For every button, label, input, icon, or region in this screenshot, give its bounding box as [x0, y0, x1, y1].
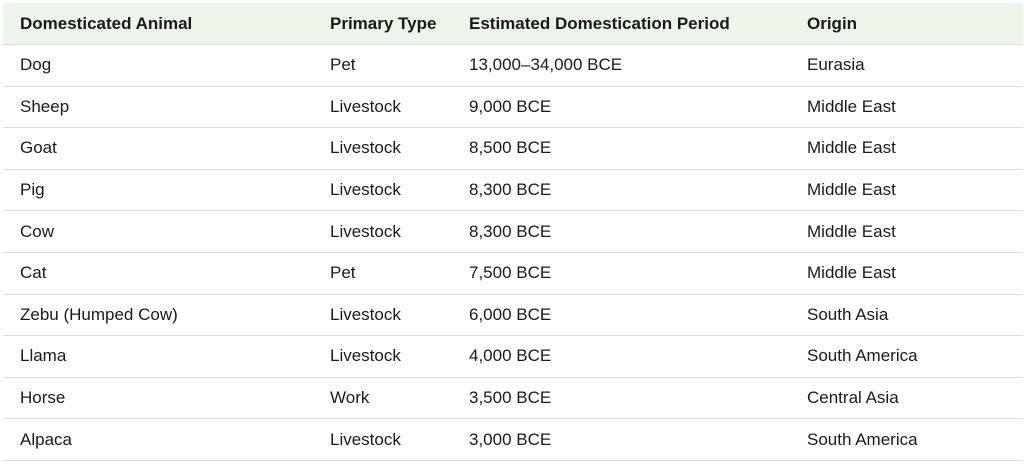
cell-period: 8,300 BCE [452, 210, 790, 253]
cell-origin: South Asia [790, 294, 1023, 337]
cell-type: Work [313, 377, 452, 420]
cell-animal: Alpaca [3, 418, 313, 461]
cell-animal: Horse [3, 377, 313, 420]
cell-origin: Middle East [790, 127, 1023, 170]
table-row: Cow Livestock 8,300 BCE Middle East [3, 210, 1023, 253]
cell-type: Pet [313, 44, 452, 87]
header-row: Domesticated Animal Primary Type Estimat… [3, 3, 1023, 45]
cell-type: Livestock [313, 127, 452, 170]
cell-origin: Central Asia [790, 377, 1023, 420]
cell-origin: Middle East [790, 210, 1023, 253]
table-row: Dog Pet 13,000–34,000 BCE Eurasia [3, 44, 1023, 87]
cell-period: 9,000 BCE [452, 86, 790, 129]
table-row: Goat Livestock 8,500 BCE Middle East [3, 127, 1023, 170]
cell-animal: Pig [3, 169, 313, 212]
cell-origin: Middle East [790, 252, 1023, 295]
cell-origin: Middle East [790, 86, 1023, 129]
table-row: Zebu (Humped Cow) Livestock 6,000 BCE So… [3, 294, 1023, 337]
column-header-period: Estimated Domestication Period [452, 3, 790, 45]
table-row: Sheep Livestock 9,000 BCE Middle East [3, 86, 1023, 129]
cell-type: Pet [313, 252, 452, 295]
cell-animal: Goat [3, 127, 313, 170]
cell-type: Livestock [313, 418, 452, 461]
cell-period: 7,500 BCE [452, 252, 790, 295]
cell-type: Livestock [313, 86, 452, 129]
table-row: Pig Livestock 8,300 BCE Middle East [3, 169, 1023, 212]
cell-period: 3,000 BCE [452, 418, 790, 461]
domestication-table: Domesticated Animal Primary Type Estimat… [3, 3, 1023, 461]
table-container: Domesticated Animal Primary Type Estimat… [3, 3, 1023, 461]
cell-animal: Zebu (Humped Cow) [3, 294, 313, 337]
cell-origin: Eurasia [790, 44, 1023, 87]
cell-animal: Cow [3, 210, 313, 253]
column-header-type: Primary Type [313, 3, 452, 45]
table-header: Domesticated Animal Primary Type Estimat… [3, 3, 1023, 45]
cell-period: 3,500 BCE [452, 377, 790, 420]
cell-type: Livestock [313, 335, 452, 378]
cell-period: 13,000–34,000 BCE [452, 44, 790, 87]
table-row: Alpaca Livestock 3,000 BCE South America [3, 418, 1023, 461]
table-row: Cat Pet 7,500 BCE Middle East [3, 252, 1023, 295]
cell-animal: Cat [3, 252, 313, 295]
cell-origin: South America [790, 418, 1023, 461]
column-header-origin: Origin [790, 3, 1023, 45]
cell-animal: Llama [3, 335, 313, 378]
table-row: Llama Livestock 4,000 BCE South America [3, 335, 1023, 378]
cell-type: Livestock [313, 294, 452, 337]
cell-period: 8,500 BCE [452, 127, 790, 170]
table-row: Horse Work 3,500 BCE Central Asia [3, 377, 1023, 420]
column-header-animal: Domesticated Animal [3, 3, 313, 45]
cell-animal: Sheep [3, 86, 313, 129]
cell-animal: Dog [3, 44, 313, 87]
table-body: Dog Pet 13,000–34,000 BCE Eurasia Sheep … [3, 44, 1023, 461]
cell-period: 4,000 BCE [452, 335, 790, 378]
cell-origin: Middle East [790, 169, 1023, 212]
cell-type: Livestock [313, 169, 452, 212]
cell-period: 8,300 BCE [452, 169, 790, 212]
cell-period: 6,000 BCE [452, 294, 790, 337]
cell-type: Livestock [313, 210, 452, 253]
cell-origin: South America [790, 335, 1023, 378]
